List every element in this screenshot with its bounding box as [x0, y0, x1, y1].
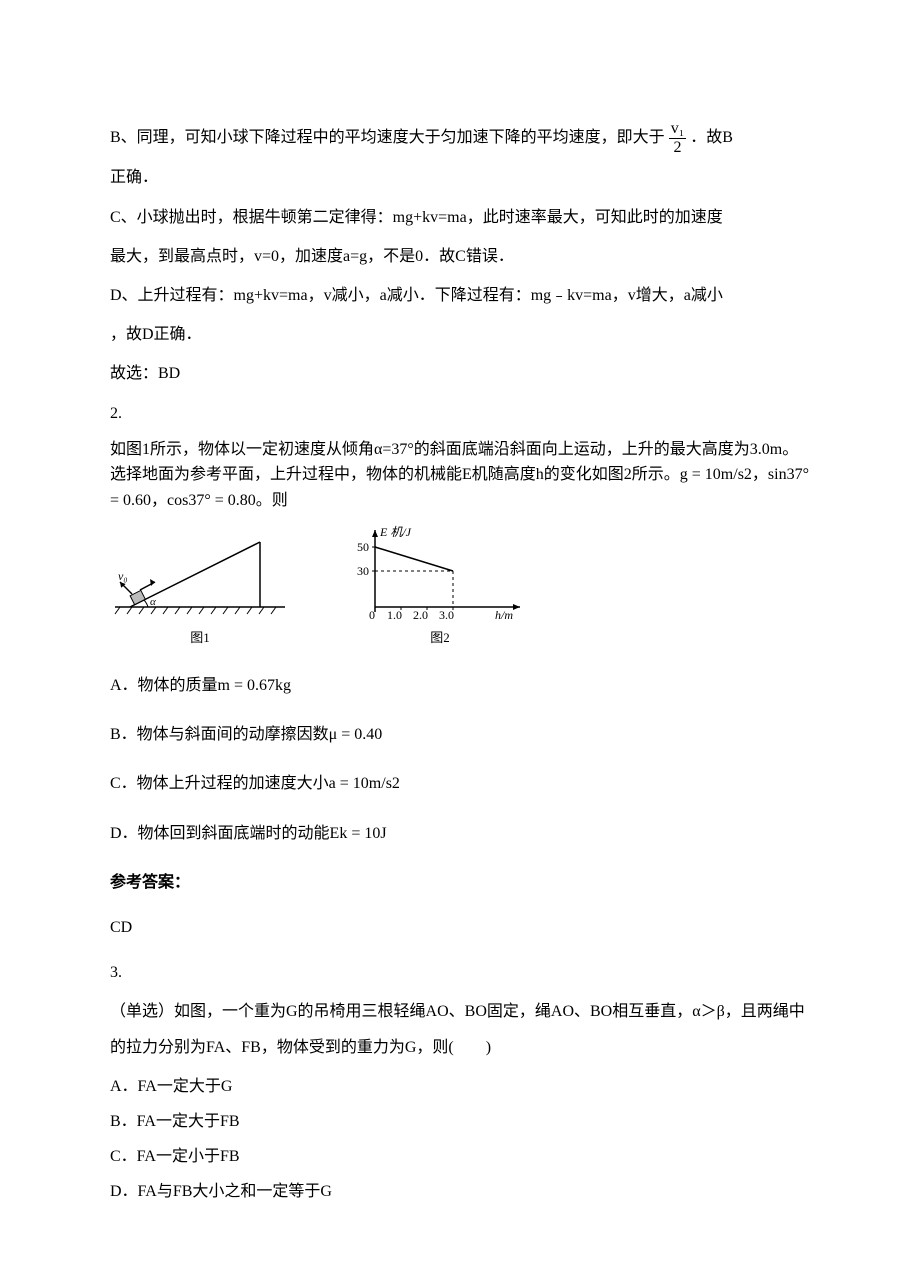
svg-text:ν₀: ν₀ — [118, 569, 128, 583]
q1-solution-c-line2: 最大，到最高点时，v=0，加速度a=g，不是0．故C错误． — [110, 239, 810, 274]
fraction-denominator: 2 — [669, 139, 687, 157]
q2-option-d: D．物体回到斜面底端时的动能Ek = 10J — [110, 816, 810, 851]
q3-option-c: C．FA一定小于FB — [110, 1139, 810, 1174]
xtick-3: 3.0 — [439, 608, 454, 622]
q2-figure2-block: 50 30 0 1.0 2.0 3.0 E 机/J h/m 图2 — [340, 522, 540, 653]
q2-number: 2. — [110, 396, 810, 431]
q1-solution-answer: 故选：BD — [110, 356, 810, 391]
ytick-30: 30 — [357, 564, 369, 578]
q1-solution-b-line2: 正确． — [110, 160, 810, 195]
fraction-numerator: v₁ — [669, 120, 687, 139]
q2-option-b: B．物体与斜面间的动摩擦因数μ = 0.40 — [110, 717, 810, 752]
q1-solution-d-line2: ，故D正确． — [110, 317, 810, 352]
xtick-0: 0 — [369, 608, 375, 622]
fraction-v1-over-2: v₁ 2 — [669, 120, 687, 156]
q1-solution-c-line1: C、小球抛出时，根据牛顿第二定律得：mg+kv=ma，此时速率最大，可知此时的加… — [110, 200, 810, 235]
q1-solution-b-line1: B、同理，可知小球下降过程中的平均速度大于匀加速下降的平均速度，即大于 v₁ 2… — [110, 120, 810, 156]
q2-answer: CD — [110, 910, 810, 945]
q2-option-a: A．物体的质量m = 0.67kg — [110, 668, 810, 703]
q2-figures-row: ν₀ α 图1 50 30 0 1.0 2.0 3.0 E 机/J h/m — [110, 522, 810, 653]
q2-fig1-caption: 图1 — [190, 624, 210, 653]
q1-solution-d-line1: D、上升过程有：mg+kv=ma，v减小，a减小．下降过程有：mg﹣kv=ma，… — [110, 278, 810, 313]
q2-figure2-svg: 50 30 0 1.0 2.0 3.0 E 机/J h/m — [340, 522, 540, 622]
q2-option-c: C．物体上升过程的加速度大小a = 10m/s2 — [110, 766, 810, 801]
y-axis-label: E 机/J — [379, 525, 412, 539]
q3-option-b: B．FA一定大于FB — [110, 1104, 810, 1139]
q1-b-post-text: ．故B — [690, 129, 733, 146]
xtick-2: 2.0 — [413, 608, 428, 622]
ytick-50: 50 — [357, 540, 369, 554]
q3-option-a: A．FA一定大于G — [110, 1069, 810, 1104]
x-axis-label: h/m — [495, 608, 513, 622]
q2-intro-text: 如图1所示，物体以一定初速度从倾角α=37°的斜面底端沿斜面向上运动，上升的最大… — [110, 437, 810, 514]
q2-figure1-svg: ν₀ α — [110, 532, 290, 622]
xtick-1: 1.0 — [387, 608, 402, 622]
q2-figure1-block: ν₀ α 图1 — [110, 532, 290, 653]
q2-ref-answer-label: 参考答案： — [110, 865, 810, 900]
q3-number: 3. — [110, 955, 810, 990]
q1-b-pre-text: B、同理，可知小球下降过程中的平均速度大于匀加速下降的平均速度，即大于 — [110, 129, 665, 146]
q2-fig2-caption: 图2 — [430, 624, 450, 653]
q3-option-d: D．FA与FB大小之和一定等于G — [110, 1174, 810, 1209]
q3-intro-text: （单选）如图，一个重为G的吊椅用三根轻绳AO、BO固定，绳AO、BO相互垂直，α… — [110, 994, 810, 1064]
svg-text:α: α — [150, 596, 156, 608]
